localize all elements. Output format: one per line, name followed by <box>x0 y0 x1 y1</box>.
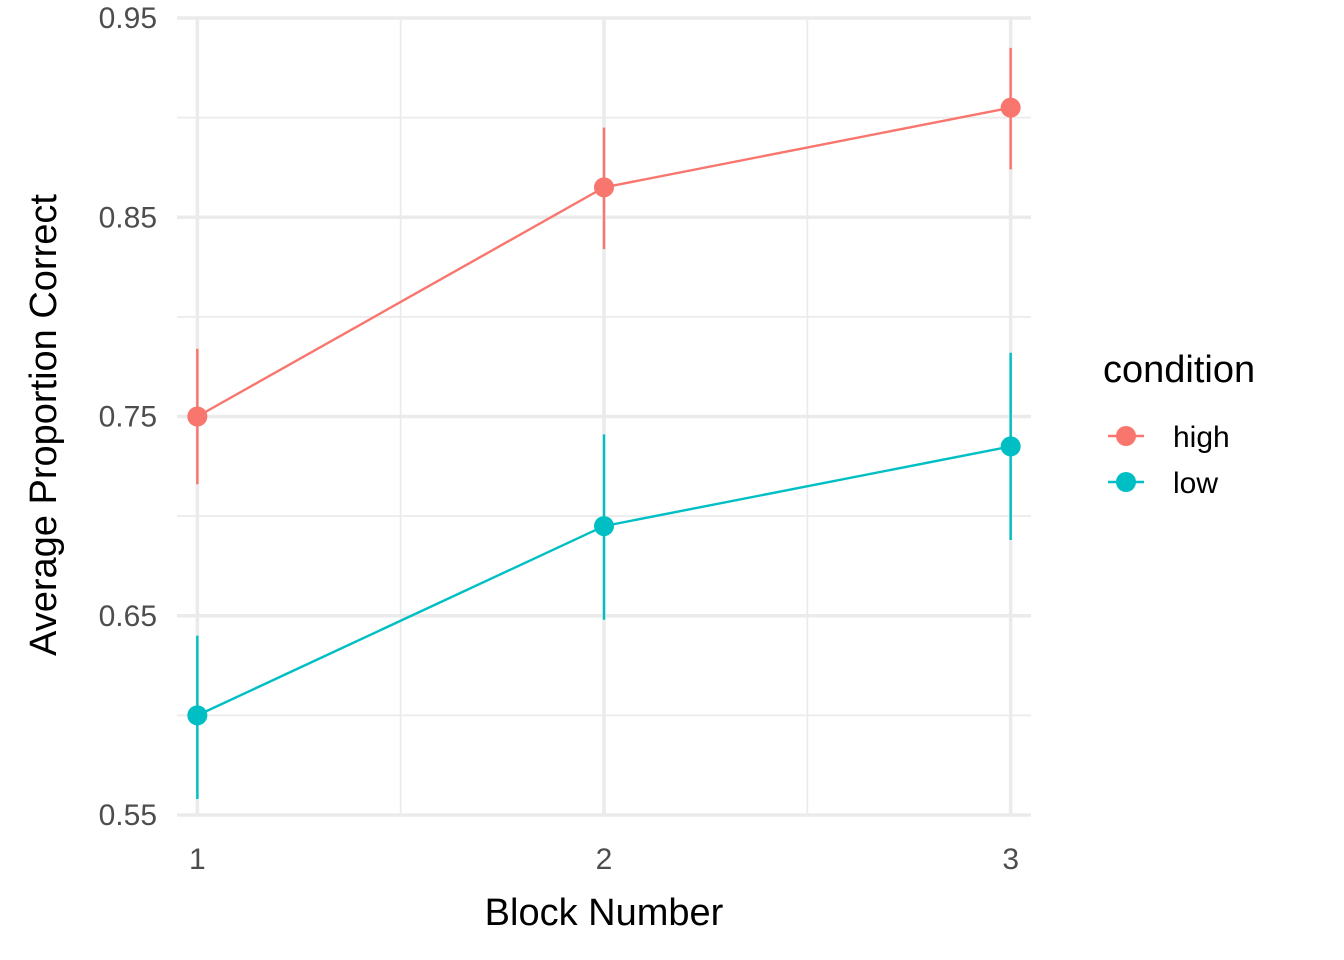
y-tick-label: 0.55 <box>99 799 157 832</box>
data-point-high <box>187 406 208 427</box>
y-axis-ticks: 0.55 0.65 0.75 0.85 0.95 <box>99 2 157 832</box>
y-tick-label: 0.85 <box>99 201 157 234</box>
legend-label: low <box>1173 467 1218 500</box>
legend-label: high <box>1173 421 1230 454</box>
x-axis-ticks: 1 2 3 <box>189 843 1019 876</box>
legend-key-point <box>1116 426 1136 446</box>
data-point-low <box>594 516 614 537</box>
y-tick-label: 0.75 <box>99 401 157 434</box>
y-axis-title: Average Proportion Correct <box>23 194 65 656</box>
legend-title: condition <box>1103 349 1255 391</box>
data-point-high <box>594 177 614 198</box>
legend-item-low: low <box>1108 467 1218 500</box>
y-tick-label: 0.65 <box>99 600 157 633</box>
series-low <box>187 352 1021 800</box>
data-point-low <box>1000 436 1021 457</box>
series-high <box>187 47 1021 485</box>
legend-item-high: high <box>1108 421 1230 454</box>
legend-key-point <box>1116 472 1136 492</box>
data-point-high <box>1000 97 1021 118</box>
series-layer <box>187 47 1021 800</box>
data-point-low <box>187 705 208 726</box>
x-axis-title: Block Number <box>485 892 724 934</box>
x-tick-label: 1 <box>189 843 206 876</box>
legend: condition high low <box>1103 349 1255 500</box>
y-tick-label: 0.95 <box>99 2 157 35</box>
x-tick-label: 2 <box>596 843 613 876</box>
x-tick-label: 3 <box>1002 843 1019 876</box>
